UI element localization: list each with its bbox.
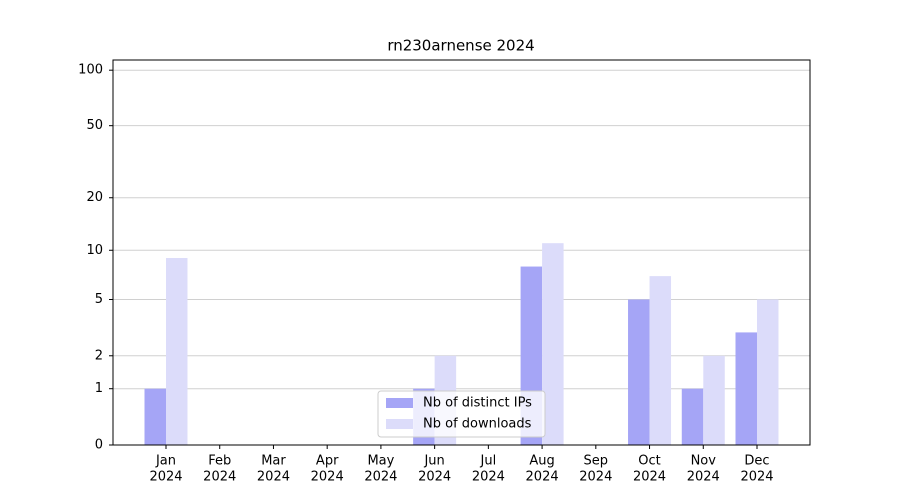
legend-label: Nb of distinct IPs	[423, 396, 532, 411]
x-tick-label: 2024	[526, 470, 559, 485]
bar	[681, 388, 704, 445]
bar	[649, 276, 672, 445]
x-tick-label: 2024	[418, 470, 451, 485]
y-tick-label: 0	[95, 438, 103, 453]
x-tick-label: 2024	[257, 470, 290, 485]
bar	[628, 299, 650, 445]
x-tick-label: 2024	[740, 470, 773, 485]
chart-title: rn230arnense 2024	[387, 37, 534, 55]
bar	[542, 243, 564, 445]
y-tick-label: 10	[86, 243, 103, 258]
y-tick-label: 5	[95, 292, 103, 307]
plot-frame	[112, 59, 811, 446]
x-tick-label: Jun	[423, 454, 444, 469]
x-tick-label: Sep	[584, 454, 609, 469]
x-tick-label: May	[367, 454, 394, 469]
bar	[757, 299, 779, 445]
bar	[166, 257, 188, 445]
y-tick-label: 2	[95, 348, 103, 363]
x-tick-label: 2024	[311, 470, 344, 485]
y-tick-label: 100	[78, 63, 103, 78]
legend-swatch	[386, 398, 413, 408]
x-tick-label: Jan	[155, 454, 176, 469]
x-tick-label: Dec	[744, 454, 769, 469]
y-tick-label: 1	[95, 381, 103, 396]
bar	[735, 332, 757, 445]
x-tick-label: 2024	[203, 470, 236, 485]
x-tick-label: Nov	[691, 454, 717, 469]
x-tick-label: Feb	[208, 454, 231, 469]
x-tick-label: 2024	[364, 470, 397, 485]
x-tick-label: Oct	[638, 454, 660, 469]
x-tick-label: 2024	[472, 470, 505, 485]
bar	[144, 388, 166, 445]
x-tick-label: 2024	[579, 470, 612, 485]
legend-label: Nb of downloads	[423, 417, 532, 432]
bar	[703, 355, 725, 445]
y-tick-label: 20	[86, 190, 103, 205]
x-tick-label: 2024	[149, 470, 182, 485]
x-tick-label: 2024	[633, 470, 666, 485]
x-tick-label: Aug	[529, 454, 554, 469]
legend-box	[377, 390, 546, 438]
legend: Nb of distinct IPs Nb of downloads	[377, 390, 546, 438]
x-tick-label: Apr	[316, 454, 339, 469]
x-tick-label: Mar	[261, 454, 286, 469]
x-tick-label: 2024	[687, 470, 720, 485]
legend-swatch	[386, 419, 413, 429]
x-tick-label: Jul	[480, 454, 497, 469]
y-tick-label: 50	[86, 118, 103, 133]
